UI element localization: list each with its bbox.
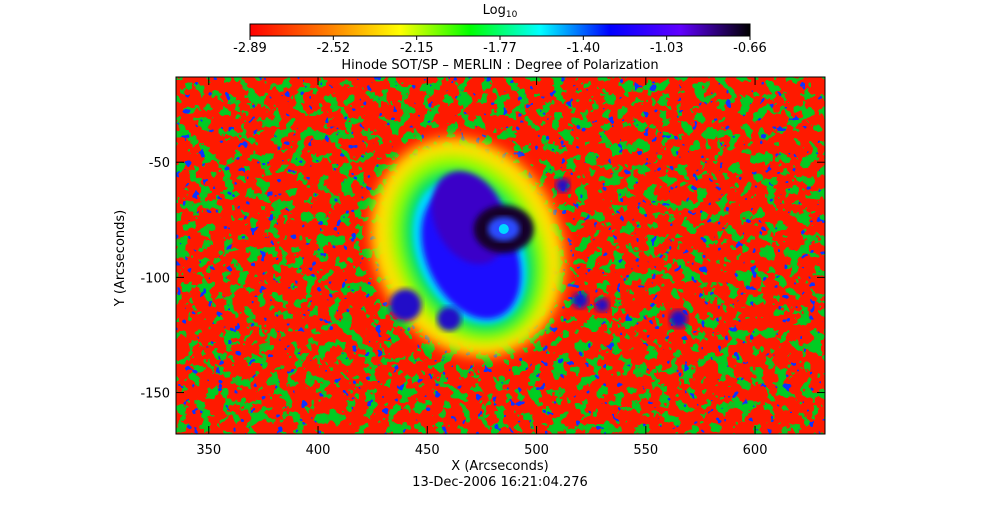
pore: [572, 292, 589, 309]
colorbar-label-sub: 10: [506, 10, 518, 20]
x-tick-label: 450: [415, 443, 440, 458]
y-tick-label: -100: [140, 271, 170, 286]
x-tick-label: 600: [743, 443, 768, 458]
y-tick-label: -50: [149, 156, 170, 171]
colorbar: [249, 23, 751, 37]
umbra-center: [498, 224, 509, 235]
heatmap-sunspot: [370, 137, 688, 357]
colorbar-tick-label: -1.03: [650, 41, 684, 56]
colorbar-label-main: Log: [483, 3, 506, 18]
colorbar-tick-label: -1.77: [483, 41, 517, 56]
colorbar-label: Log10: [483, 3, 518, 20]
x-tick-label: 550: [633, 443, 658, 458]
y-axis-label: Y (Arcseconds): [113, 210, 128, 307]
date-label: 13-Dec-2006 16:21:04.276: [412, 475, 588, 490]
pore: [389, 289, 422, 322]
pore: [555, 178, 570, 193]
x-tick-label: 400: [306, 443, 331, 458]
x-tick-label: 500: [524, 443, 549, 458]
plot-frame: [175, 76, 826, 435]
colorbar-tick-label: -1.40: [567, 41, 601, 56]
y-tick-label: -150: [140, 387, 170, 402]
colorbar-tick-label: -2.89: [233, 41, 267, 56]
y-axis-ticks: -50 -100 -150: [140, 156, 825, 402]
pore: [669, 309, 688, 328]
colorbar-tick-label: -2.15: [400, 41, 434, 56]
heatmap-image: [176, 77, 825, 434]
colorbar-tick-label: -0.66: [733, 41, 767, 56]
x-tick-label: 350: [196, 443, 221, 458]
chart-title: Hinode SOT/SP – MERLIN : Degree of Polar…: [341, 58, 658, 73]
colorbar-tick-label: -2.52: [317, 41, 351, 56]
pore: [437, 306, 462, 331]
x-axis-ticks: 350 400 450 500 550 600: [196, 77, 767, 458]
pore: [595, 298, 610, 313]
x-axis-label: X (Arcseconds): [451, 459, 548, 474]
colorbar-ticks: -2.89 -2.52 -2.15 -1.77 -1.40 -1.03 -0.66: [233, 36, 767, 56]
